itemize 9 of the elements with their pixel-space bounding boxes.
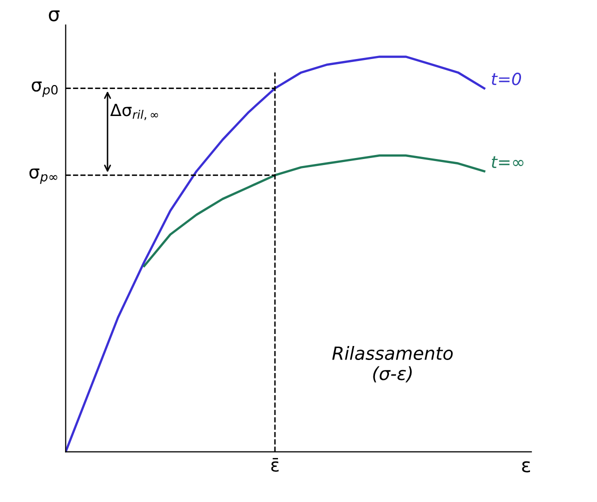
x-axis-title: ε [522,461,530,472]
text: ε̄ [271,458,279,472]
series-label: t=0 [492,72,522,86]
annotation: Rilassamento (σ-ε) [332,346,453,382]
series-label: t=∞ [492,156,524,168]
ref-line-label: σ$_{p∞}$ [29,168,58,184]
annotation: Δσ$_{ril,∞}$ [110,104,158,120]
ref-line-label: σ$_{p0}$ [32,82,58,97]
y-axis-title: σ [48,10,60,22]
